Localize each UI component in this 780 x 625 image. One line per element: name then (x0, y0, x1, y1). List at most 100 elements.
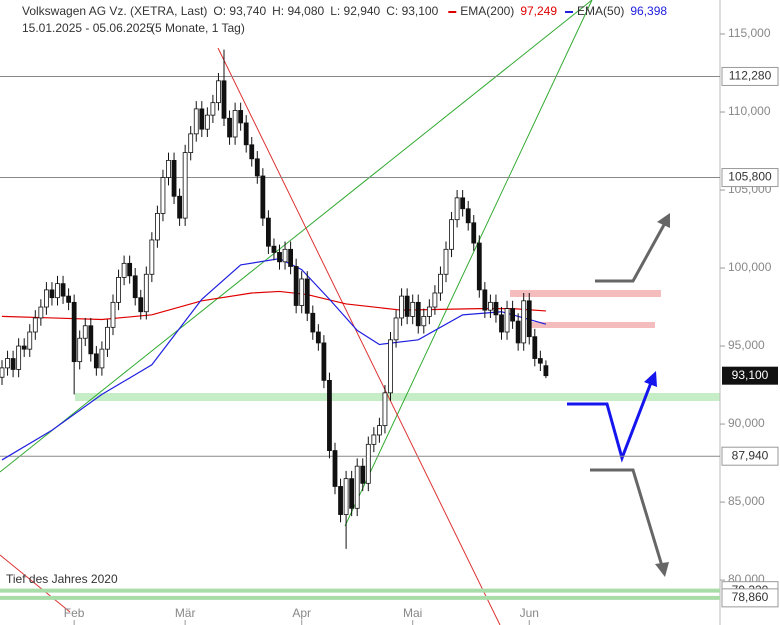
candle-body (288, 248, 294, 267)
candle-body (271, 245, 277, 253)
candle-body (232, 110, 238, 138)
candle-body (199, 108, 205, 130)
level-box (721, 66, 779, 86)
candle-body (332, 450, 338, 487)
arrow-head (655, 562, 669, 577)
candle-body (315, 331, 321, 344)
candle-body (216, 80, 221, 104)
candle-body (16, 345, 22, 370)
candle-body (243, 122, 249, 146)
x-tick-label: Apr (292, 606, 311, 620)
level-box (721, 446, 779, 466)
candle-body (254, 158, 260, 177)
candle-body (277, 252, 282, 263)
candle-body (543, 365, 549, 377)
candle-body (38, 306, 44, 319)
scenario-arrow (567, 379, 654, 463)
candle-body (55, 283, 60, 299)
candle-body (499, 314, 504, 333)
candle-body (138, 297, 144, 313)
candle-body (354, 465, 360, 509)
candle-body (454, 197, 460, 221)
resistance-zone (510, 290, 661, 297)
candle-body (154, 213, 160, 241)
candle-body (321, 342, 327, 381)
candle-body (310, 312, 316, 333)
ohlc-label: O: 93,740 (213, 4, 266, 18)
candle-body (105, 326, 110, 350)
candle-body (88, 325, 94, 355)
candle-body (210, 102, 216, 116)
legend-value: 97,249 (520, 4, 557, 18)
candle-body (526, 300, 532, 338)
ohlc-label: L: 92,940 (330, 4, 380, 18)
candle-body (476, 242, 482, 291)
scenario-arrow (595, 222, 667, 283)
candle-body (177, 195, 183, 219)
candle-body (166, 159, 171, 178)
candle-body (410, 301, 416, 317)
candle-body (421, 316, 427, 327)
candle-body (510, 308, 516, 322)
level-label: 112,280 (729, 69, 772, 83)
ohlc-label: H: 94,080 (272, 4, 324, 18)
candle-body (515, 320, 521, 344)
candle-body (160, 177, 166, 214)
period: 15.01.2025 - 05.06.2025 (22, 21, 153, 35)
candle-body (432, 292, 438, 308)
x-tick-label: Mai (403, 606, 422, 620)
candle-body (0, 367, 5, 378)
candle-body (493, 301, 499, 316)
candle-body (299, 278, 305, 306)
level-label: 87,940 (732, 448, 769, 462)
candle-body (388, 339, 393, 394)
legend-name: EMA(200) (460, 4, 514, 18)
instrument: Volkswagen AG Vz. (XETRA, Last) (22, 4, 207, 18)
candle-body (221, 80, 227, 119)
arrow-head (644, 371, 657, 387)
candle-body (66, 295, 71, 303)
candle-body (32, 317, 38, 333)
candle-body (93, 353, 99, 369)
candle-body (282, 248, 288, 263)
candle-body (349, 478, 355, 509)
trend-line (0, 0, 593, 473)
candle-body (60, 283, 66, 297)
candle-body (537, 358, 543, 364)
candle-body (327, 379, 332, 451)
candle-body (238, 110, 244, 124)
level-box (721, 588, 779, 608)
candle-body (204, 114, 210, 130)
candle-body (77, 337, 83, 363)
candle-body (265, 217, 271, 247)
candle-body (171, 159, 177, 197)
candle-body (127, 262, 133, 277)
header: Volkswagen AG Vz. (XETRA, Last) 15.01.20… (22, 4, 245, 35)
candle-body (521, 300, 527, 344)
resistance-zone (527, 322, 655, 328)
candle-body (44, 289, 49, 308)
candle-body (49, 289, 55, 299)
candle-body (438, 273, 443, 294)
legend-name: EMA(50) (577, 4, 624, 18)
candle-body (382, 392, 388, 427)
candle-body (393, 317, 399, 341)
candle-body (371, 434, 377, 445)
candle-body (343, 478, 349, 515)
candle-body (249, 144, 255, 160)
candle-body (338, 486, 343, 515)
plot (0, 49, 720, 600)
y-tick-label: 110,000 (728, 104, 771, 118)
candle-body (360, 465, 366, 484)
y-tick-label: 90,000 (728, 416, 765, 430)
candle-body (193, 108, 199, 135)
candle-body (399, 295, 405, 319)
candle-body (465, 208, 471, 224)
candle-body (149, 239, 155, 275)
candle-body (82, 325, 88, 339)
candle-body (110, 301, 116, 328)
candle-body (27, 331, 33, 350)
candle-body (449, 219, 454, 250)
trend-line (217, 47, 501, 625)
